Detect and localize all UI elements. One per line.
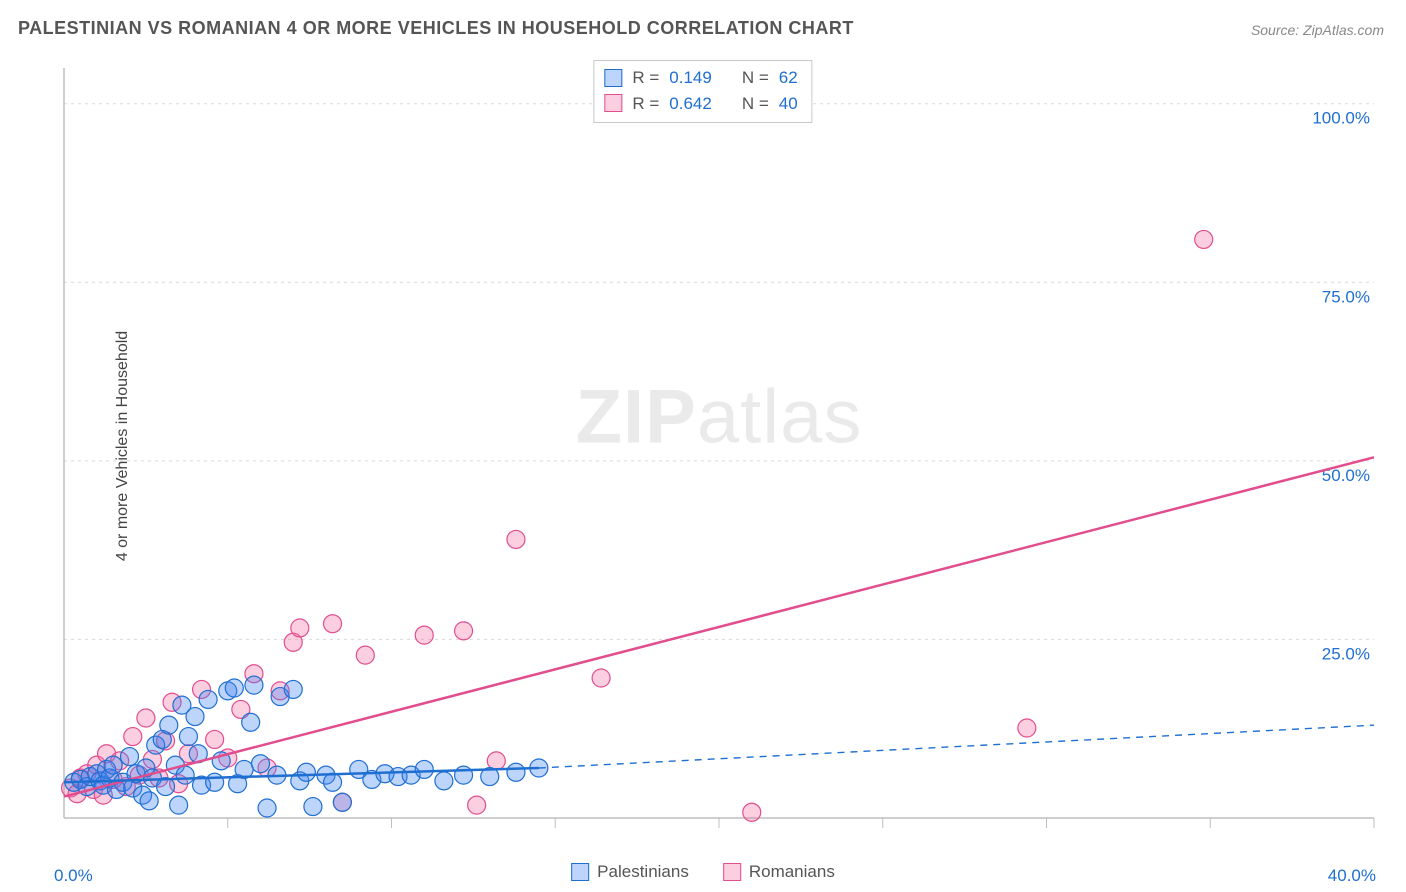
source-label: Source: ZipAtlas.com bbox=[1251, 22, 1384, 38]
swatch-pink-icon bbox=[723, 863, 741, 881]
n-label: N = bbox=[742, 65, 769, 91]
swatch-blue-icon bbox=[571, 863, 589, 881]
chart-page: PALESTINIAN VS ROMANIAN 4 OR MORE VEHICL… bbox=[0, 0, 1406, 892]
series-legend: Palestinians Romanians bbox=[571, 862, 835, 882]
plot-area: 25.0%50.0%75.0%100.0% ZIPatlas bbox=[54, 58, 1384, 838]
r-label: R = bbox=[632, 65, 659, 91]
swatch-blue-icon bbox=[604, 69, 622, 87]
x-axis-min-label: 0.0% bbox=[54, 866, 93, 886]
svg-text:100.0%: 100.0% bbox=[1312, 109, 1370, 128]
svg-text:25.0%: 25.0% bbox=[1322, 644, 1370, 663]
n-value-2: 40 bbox=[779, 91, 798, 117]
legend-label-2: Romanians bbox=[749, 862, 835, 882]
swatch-pink-icon bbox=[604, 94, 622, 112]
r-value-2: 0.642 bbox=[669, 91, 712, 117]
x-axis-max-label: 40.0% bbox=[1328, 866, 1376, 886]
svg-text:75.0%: 75.0% bbox=[1322, 287, 1370, 306]
stats-row-1: R = 0.149 N = 62 bbox=[604, 65, 797, 91]
stats-row-2: R = 0.642 N = 40 bbox=[604, 91, 797, 117]
legend-item-palestinians: Palestinians bbox=[571, 862, 689, 882]
stats-legend: R = 0.149 N = 62 R = 0.642 N = 40 bbox=[593, 60, 812, 123]
r-label-2: R = bbox=[632, 91, 659, 117]
n-label-2: N = bbox=[742, 91, 769, 117]
chart-title: PALESTINIAN VS ROMANIAN 4 OR MORE VEHICL… bbox=[18, 18, 854, 39]
r-value-1: 0.149 bbox=[669, 65, 712, 91]
n-value-1: 62 bbox=[779, 65, 798, 91]
scatter-chart: 25.0%50.0%75.0%100.0% bbox=[54, 58, 1384, 838]
legend-label-1: Palestinians bbox=[597, 862, 689, 882]
legend-item-romanians: Romanians bbox=[723, 862, 835, 882]
